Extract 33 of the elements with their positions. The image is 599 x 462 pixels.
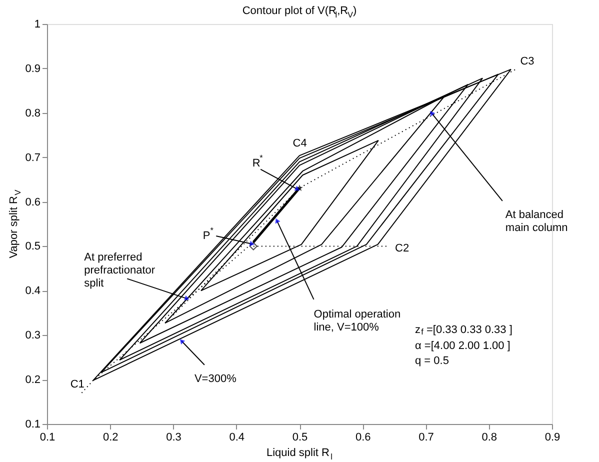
x-tick-label: 0.1 bbox=[40, 432, 56, 444]
annotation: C2 bbox=[395, 242, 410, 254]
annotation: q = 0.5 bbox=[415, 355, 449, 367]
annotation: R* bbox=[252, 153, 264, 170]
annotation: V=300% bbox=[194, 372, 237, 385]
y-tick-label: 0.3 bbox=[25, 330, 40, 342]
annotation: C1 bbox=[70, 378, 84, 390]
x-tick-label: 0.4 bbox=[229, 432, 245, 444]
annotation: Optimal operation line, V=100% bbox=[314, 308, 401, 334]
annotation: C4 bbox=[292, 138, 307, 150]
annotation: At preferred prefractionator split bbox=[84, 252, 156, 290]
x-tick-label: 0.8 bbox=[482, 432, 498, 444]
y-tick-label: 0.1 bbox=[25, 418, 40, 430]
y-tick-label: 1 bbox=[34, 18, 40, 30]
x-tick-label: 0.2 bbox=[102, 432, 118, 444]
annotation: P* bbox=[202, 226, 214, 242]
x-tick-label: 0.9 bbox=[544, 432, 560, 444]
y-tick-label: 0.5 bbox=[25, 240, 40, 253]
x-tick-label: 0.5 bbox=[292, 432, 308, 444]
y-tick-label: 0.4 bbox=[25, 285, 40, 298]
x-tick-label: 0.6 bbox=[355, 432, 371, 444]
y-axis-title: Vapor split RV bbox=[8, 189, 22, 258]
y-tick-label: 0.6 bbox=[25, 196, 40, 208]
annotation: zf =[0.33 0.33 0.33 ] bbox=[415, 324, 512, 336]
y-tick-label: 0.8 bbox=[25, 107, 40, 120]
annotation: At balanced main column bbox=[505, 208, 568, 234]
annotation: α =[4.00 2.00 1.00 ] bbox=[415, 340, 510, 352]
x-tick-label: 0.3 bbox=[166, 432, 182, 444]
y-tick-label: 0.9 bbox=[25, 62, 40, 75]
x-tick-label: 0.7 bbox=[418, 432, 434, 444]
annotation: C3 bbox=[520, 55, 534, 68]
y-tick-label: 0.7 bbox=[25, 152, 40, 164]
y-tick-label: 0.2 bbox=[25, 374, 40, 386]
